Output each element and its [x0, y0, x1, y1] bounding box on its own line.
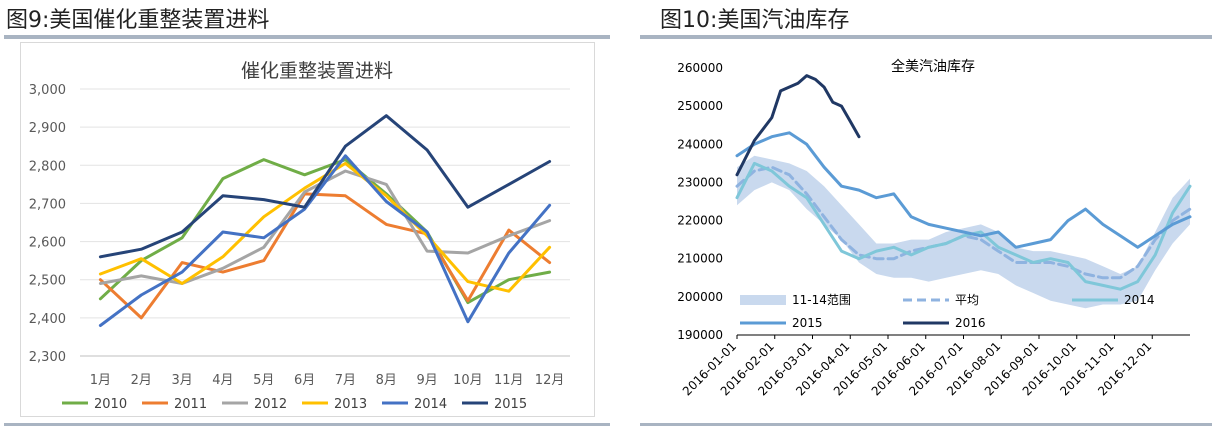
- left-series-line-2015: [98, 114, 552, 259]
- right-series-line-2015: [735, 131, 1192, 249]
- left-series-line-2010: [98, 158, 552, 305]
- left-x-tick-label: 8月: [376, 373, 397, 388]
- left-y-tick-label: 2,500: [29, 274, 66, 289]
- left-x-tick-label: 2月: [131, 373, 152, 388]
- left-legend-label: 2015: [494, 397, 527, 412]
- left-x-tick-label: 9月: [416, 373, 437, 388]
- left-y-tick-label: 2,900: [29, 121, 66, 136]
- left-y-tick-label: 2,300: [29, 350, 66, 365]
- left-title-rule: [4, 35, 610, 39]
- right-y-tick-label: 190000: [677, 328, 723, 342]
- right-bottom-rule: [640, 423, 1212, 426]
- right-legend-swatch-band: [740, 295, 786, 305]
- left-bottom-rule: [4, 423, 610, 426]
- left-legend-label: 2014: [414, 397, 447, 412]
- left-y-tick-label: 2,800: [29, 159, 66, 174]
- right-y-tick-label: 250000: [677, 99, 723, 113]
- left-x-tick-label: 6月: [294, 373, 315, 388]
- left-y-tick-label: 3,000: [29, 83, 66, 98]
- left-chart-title: 催化重整装置进料: [241, 60, 393, 82]
- left-x-tick-label: 12月: [535, 373, 565, 388]
- left-x-tick-label: 7月: [335, 373, 356, 388]
- right-legend-label: 2015: [792, 316, 823, 330]
- right-y-tick-label: 200000: [677, 290, 723, 304]
- right-legend-label: 平均: [955, 293, 979, 307]
- right-legend-label: 11-14范围: [792, 293, 851, 307]
- left-y-tick-label: 2,400: [29, 312, 66, 327]
- right-y-tick-label: 240000: [677, 137, 723, 151]
- right-legend-label: 2016: [955, 316, 986, 330]
- right-title-rule: [640, 35, 1212, 39]
- right-chart: 全美汽油库存 190000 200000 210000 220000 230000 240…: [677, 58, 1192, 398]
- right-y-tick-label: 210000: [677, 252, 723, 266]
- left-y-tick-label: 2,700: [29, 197, 66, 212]
- right-y-tick-label: 220000: [677, 214, 723, 228]
- left-x-tick-label: 4月: [212, 373, 233, 388]
- left-series-line-2011: [98, 192, 552, 320]
- right-chart-title: 全美汽油库存: [891, 58, 975, 75]
- left-x-tick-label: 10月: [453, 373, 483, 388]
- left-x-tick-label: 11月: [494, 373, 524, 388]
- right-y-tick-label: 230000: [677, 175, 723, 189]
- left-chart-frame: [20, 42, 595, 417]
- left-x-tick-label: 3月: [171, 373, 192, 388]
- left-legend-label: 2011: [174, 397, 207, 412]
- left-x-tick-label: 5月: [253, 373, 274, 388]
- left-legend-label: 2010: [94, 397, 127, 412]
- left-y-tick-label: 2,600: [29, 236, 66, 251]
- right-series-line-2014: [735, 161, 1192, 291]
- left-series-line-2014: [98, 154, 552, 327]
- right-panel-title: 图10:美国汽油库存: [660, 8, 850, 33]
- left-chart: 催化重整装置进料 2,300 2,400 2,500 2,600 2,700 2,800 2…: [20, 42, 595, 417]
- right-series-line-2016: [735, 74, 861, 177]
- right-y-tick-label: 260000: [677, 61, 723, 75]
- left-panel-title: 图9:美国催化重整装置进料: [6, 8, 270, 33]
- left-legend-label: 2012: [254, 397, 287, 412]
- left-legend-label: 2013: [334, 397, 367, 412]
- right-legend-label: 2014: [1124, 293, 1155, 307]
- left-x-tick-label: 1月: [90, 373, 111, 388]
